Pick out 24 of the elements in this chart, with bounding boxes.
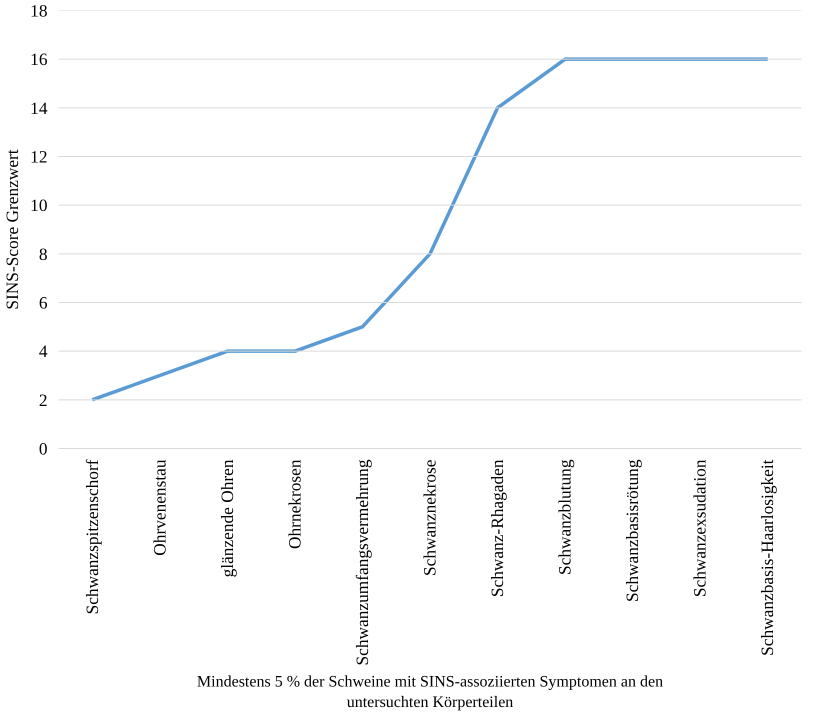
x-tick-label: Schwanzbasis-Haarlosigkeit — [758, 459, 778, 656]
y-tick-label: 14 — [30, 98, 48, 118]
y-tick-label: 2 — [38, 390, 48, 410]
y-tick-label: 18 — [30, 2, 48, 20]
x-tick-label: Schwanzblutung — [556, 459, 575, 575]
x-tick-label: Ohrvenenstau — [150, 459, 170, 556]
x-tick-label: Schwanznekrose — [420, 459, 440, 576]
y-tick-label: 12 — [30, 148, 48, 166]
x-tick-label: Schwanzumfangsvermehrung — [352, 459, 372, 666]
y-tick-label: 0 — [38, 440, 48, 458]
x-tick-label: glänzende Ohren — [218, 459, 237, 578]
x-tick-label: Schwanzspitzenschorf — [82, 459, 102, 614]
y-tick-label: 16 — [30, 50, 48, 70]
y-tick-label: 4 — [38, 342, 48, 362]
x-tick-label: Schwanzexsudation — [690, 459, 710, 598]
y-tick-label: 8 — [38, 244, 48, 264]
x-tick-label: Schwanzbasisrötung — [623, 459, 642, 602]
x-axis-title: Mindestens 5 % der Schweine mit SINS-assoziierten Symptomen an den untersuchten Körperteilen — [196, 673, 664, 711]
y-axis-title: SINS-Score Grenzwert — [3, 149, 22, 310]
y-tick-label: 10 — [30, 196, 48, 216]
x-tick-label: Ohrnekrosen — [285, 459, 304, 549]
y-tick-label: 6 — [38, 294, 48, 312]
x-tick-label: Schwanz-Rhagaden — [488, 459, 508, 598]
line-series — [90, 57, 770, 402]
